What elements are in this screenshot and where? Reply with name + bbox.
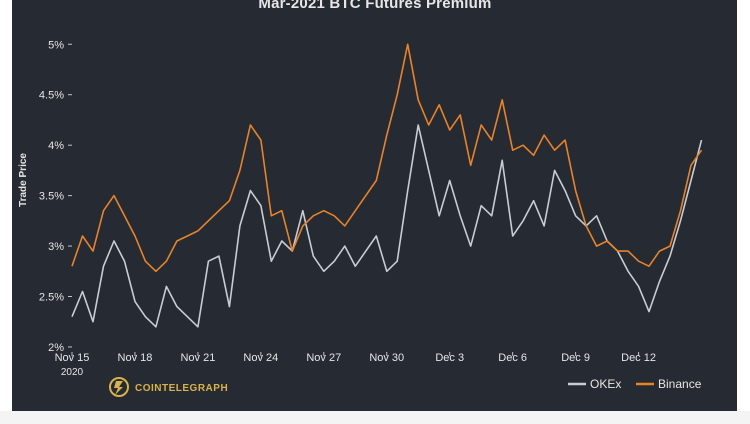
x-tick-label: Dec 6 [498, 352, 527, 364]
series-line-binance [71, 43, 703, 273]
x-tick-label: Dec 12 [621, 352, 656, 364]
chart-panel [12, 0, 737, 411]
legend-label: OKEx [590, 377, 621, 391]
x-tick-label: Nov 18 [118, 352, 153, 364]
x-axis-year-label: 2020 [61, 367, 84, 378]
y-tick-label: 3% [48, 241, 64, 253]
x-axis: Nov 15 Nov 18 Nov 21 Nov 24 Nov 27 Nov 30 Dec … [55, 352, 656, 364]
y-axis-label: Trade Price [18, 153, 29, 207]
series-line-okex [71, 124, 703, 328]
x-tick-label: Nov 21 [180, 352, 215, 364]
x-tick-label: Nov 27 [306, 352, 341, 364]
bottom-strip [0, 411, 750, 424]
x-tick-label: Dec 3 [435, 352, 464, 364]
y-tick-label: 4.5% [39, 90, 64, 102]
x-tick-label: Nov 24 [243, 352, 278, 364]
legend-label: Binance [658, 377, 702, 391]
logo-bolt-icon [114, 381, 123, 395]
x-tick-label: Dec 9 [561, 352, 590, 364]
series-lines [71, 43, 703, 328]
x-tick-label: Nov 15 [55, 352, 90, 364]
y-tick-label: 2% [48, 342, 64, 354]
legend: OKEx Binance [568, 377, 702, 391]
y-tick-label: 5% [48, 39, 64, 51]
logo: COINTELEGRAPH [109, 377, 228, 397]
y-tick-label: 4% [48, 140, 64, 152]
y-tick-label: 3.5% [39, 191, 64, 203]
chart-title: Mar-2021 BTC Futures Premium [258, 0, 492, 12]
logo-text: COINTELEGRAPH [135, 383, 228, 394]
x-tick-label: Nov 30 [369, 352, 404, 364]
logo-coin-icon [109, 377, 129, 397]
y-axis: 2% 2.5% 3% 3.5% 4% 4.5% 5% [39, 39, 72, 354]
y-tick-label: 2.5% [39, 292, 64, 304]
